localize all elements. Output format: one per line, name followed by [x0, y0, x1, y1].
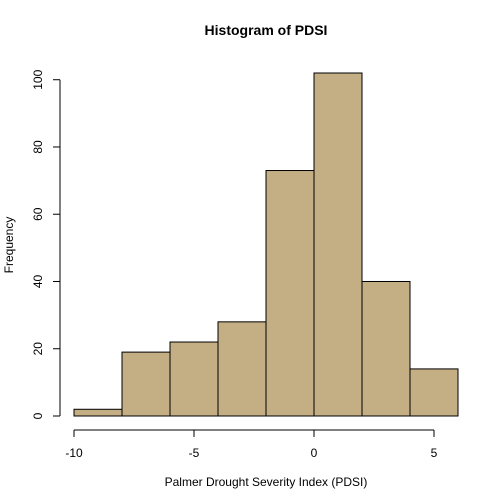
- x-tick-label: -10: [65, 446, 83, 460]
- x-tick-label: -5: [189, 446, 200, 460]
- y-tick-label: 100: [31, 69, 45, 89]
- bars-group: [73, 72, 459, 417]
- y-tick-label: 0: [31, 412, 45, 419]
- histogram-bar: [73, 408, 123, 417]
- histogram-bar: [265, 170, 315, 417]
- y-axis-label: Frequency: [2, 217, 16, 274]
- x-tick-label: 5: [431, 446, 438, 460]
- y-tick-label: 60: [31, 207, 45, 221]
- histogram-bar: [313, 72, 363, 417]
- x-tick-label: 0: [311, 446, 318, 460]
- y-tick-label: 20: [31, 342, 45, 356]
- histogram-bar: [361, 280, 411, 417]
- y-axis: 0 20 40 60 80 100: [31, 69, 61, 419]
- histogram-bar: [121, 351, 171, 417]
- y-tick-label: 80: [31, 140, 45, 154]
- histogram-bar: [217, 321, 267, 417]
- y-tick-label: 40: [31, 274, 45, 288]
- histogram-bar: [169, 341, 219, 417]
- x-axis-label: Palmer Drought Severity Index (PDSI): [165, 475, 368, 489]
- histogram-bar: [409, 368, 459, 417]
- chart-title: Histogram of PDSI: [205, 22, 328, 38]
- x-axis: -10 -5 0 5: [65, 429, 438, 460]
